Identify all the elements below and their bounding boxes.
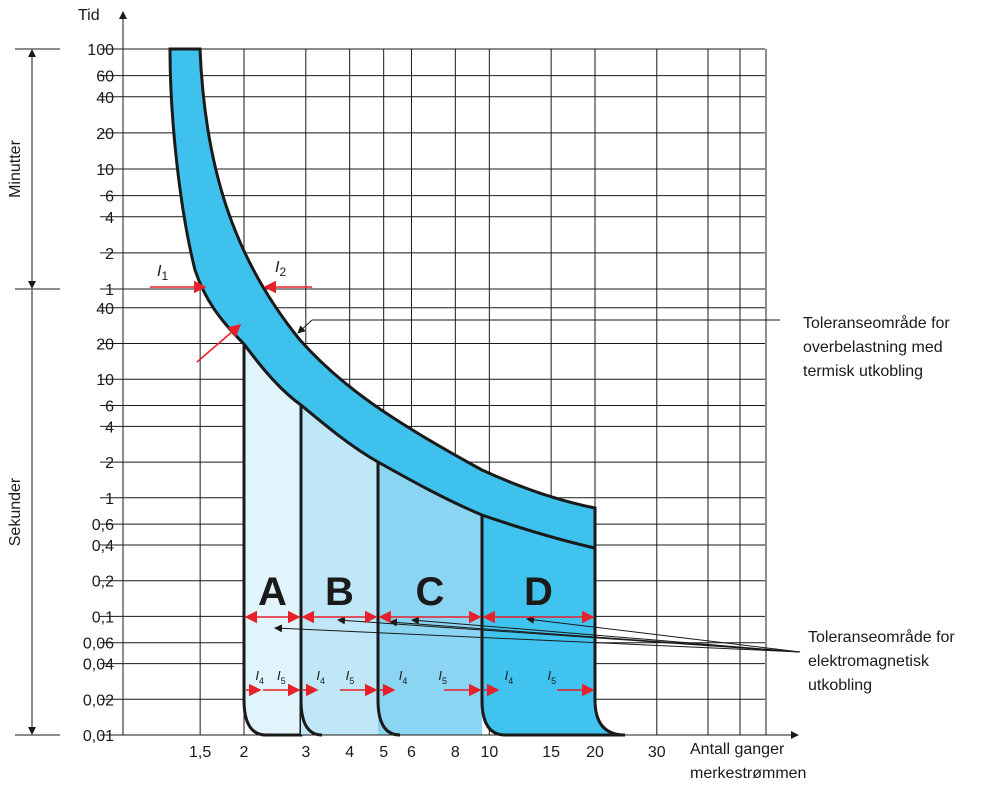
zones [242, 339, 626, 737]
current-label: I5 [548, 668, 557, 686]
minutes-label: Minutter [7, 139, 24, 197]
y-tick-label: 10 [96, 162, 114, 179]
y-axis-label: Tid [78, 7, 100, 24]
red-arrows [150, 280, 312, 363]
current-symbol: I [316, 668, 320, 683]
zone-c [378, 462, 482, 735]
x-axis-label: Antall ganger [690, 741, 785, 758]
y-tick-label: 20 [96, 126, 114, 143]
current-subscript: 5 [551, 676, 556, 686]
x-tick-label: 30 [648, 744, 666, 761]
seconds-label: Sekunder [7, 477, 24, 546]
current-subscript: 5 [442, 676, 447, 686]
y-tick-label: 0,04 [83, 657, 114, 674]
current-subscript: 4 [402, 676, 407, 686]
current-subscript: 5 [281, 676, 286, 686]
y-tick-label: 0,02 [83, 692, 114, 709]
zone-letter: B [325, 570, 354, 614]
zone-letter: A [258, 570, 287, 614]
current-symbol: I [548, 668, 552, 683]
x-tick-label: 8 [451, 744, 460, 761]
y-tick-label: 20 [96, 336, 114, 353]
zone-letter: D [524, 570, 553, 614]
y-tick-label: 4 [105, 419, 114, 436]
x-tick-label: 4 [345, 744, 354, 761]
x-tick-label: 3 [301, 744, 310, 761]
y-tick-label: 2 [105, 246, 114, 263]
y-tick-label: 0,06 [83, 636, 114, 653]
current-label: I4 [399, 668, 408, 686]
annotation: termisk utkobling [803, 363, 923, 380]
y-tick-label: 0,4 [92, 538, 114, 555]
y-tick-label: 6 [105, 399, 114, 416]
current-symbol: I [157, 263, 162, 280]
y-tick-label: 40 [96, 90, 114, 107]
x-tick-label: 6 [407, 744, 416, 761]
current-label: I4 [255, 668, 264, 686]
y-tick-label: 6 [105, 189, 114, 206]
y-tick-label: 100 [87, 42, 114, 59]
current-symbol: I [438, 668, 442, 683]
y-tick-label: 2 [105, 455, 114, 472]
current-subscript: 4 [259, 676, 264, 686]
y-tick-label: 0,1 [92, 609, 114, 626]
zone-d [480, 512, 626, 737]
current-label: I5 [346, 668, 355, 686]
current-label: I4 [316, 668, 325, 686]
y-tick-label: 0,01 [83, 728, 114, 745]
annotation: Toleranseområde for [808, 628, 955, 646]
zone-b [301, 405, 378, 735]
current-symbol: I [346, 668, 350, 683]
current-symbol: I [399, 668, 403, 683]
current-subscript: 5 [349, 676, 354, 686]
x-tick-label: 20 [586, 744, 604, 761]
x-tick-label: 15 [542, 744, 560, 761]
current-label: I5 [438, 668, 447, 686]
x-tick-label: 5 [379, 744, 388, 761]
current-subscript: 4 [508, 676, 513, 686]
y-tick-label: 1 [105, 282, 114, 299]
x-tick-label: 1,5 [189, 744, 211, 761]
zone-a [242, 339, 303, 737]
labels: 100 60 40 20 10 6 4 2 1 40 20 10 6 4 2 1 0,6 0,4 0,2 0,1 0,0… [83, 42, 956, 761]
y-tick-label: 10 [96, 372, 114, 389]
current-symbol: I [275, 259, 280, 276]
y-tick-label: 4 [105, 210, 114, 227]
thermal-band [168, 47, 597, 550]
y-tick-label: 0,6 [92, 517, 114, 534]
y-tick-label: 40 [96, 301, 114, 318]
current-label: I5 [277, 668, 286, 686]
annotation: overbelastning med [803, 339, 943, 356]
current-label: I2 [275, 259, 286, 279]
annotation: Toleranseområde for [803, 314, 950, 332]
current-label: I1 [157, 263, 168, 283]
axes [15, 11, 801, 739]
annotation: utkobling [808, 677, 872, 694]
current-subscript: 4 [320, 676, 325, 686]
current-subscript: 1 [161, 269, 168, 283]
current-label: I4 [505, 668, 514, 686]
current-symbol: I [505, 668, 509, 683]
zone-letter: C [416, 570, 445, 614]
y-tick-label: 60 [96, 69, 114, 86]
current-symbol: I [255, 668, 259, 683]
current-symbol: I [277, 668, 281, 683]
current-subscript: 2 [279, 265, 286, 279]
x-axis-label: merkestrømmen [690, 765, 806, 782]
x-tick-label: 10 [480, 744, 498, 761]
x-tick-label: 2 [240, 744, 249, 761]
y-tick-label: 0,2 [92, 574, 114, 591]
annotation: elektromagnetisk [808, 653, 930, 670]
y-tick-label: 1 [105, 491, 114, 508]
